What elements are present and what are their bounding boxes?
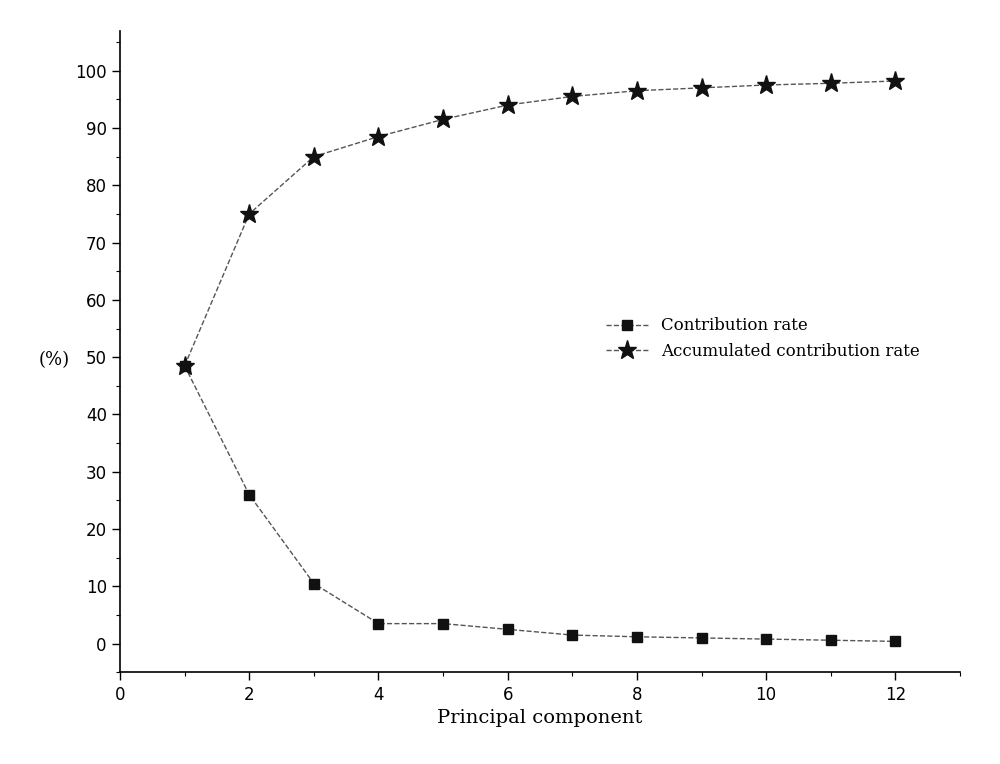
Accumulated contribution rate <box>243 209 255 219</box>
Contribution rate <box>825 636 837 645</box>
Contribution rate <box>502 625 514 634</box>
Accumulated contribution rate <box>760 80 772 89</box>
Contribution rate <box>889 637 901 646</box>
Accumulated contribution rate <box>437 115 449 124</box>
Legend: Contribution rate, Accumulated contribution rate: Contribution rate, Accumulated contribut… <box>599 311 926 367</box>
Contribution rate <box>179 361 191 371</box>
Contribution rate <box>566 630 578 639</box>
Accumulated contribution rate <box>308 152 320 161</box>
Contribution rate <box>372 619 384 628</box>
Accumulated contribution rate <box>696 83 708 92</box>
Contribution rate <box>631 633 643 642</box>
Accumulated contribution rate <box>502 100 514 109</box>
Contribution rate <box>308 579 320 588</box>
Accumulated contribution rate <box>372 132 384 141</box>
Contribution rate <box>243 490 255 500</box>
Accumulated contribution rate <box>631 86 643 96</box>
Contribution rate <box>760 634 772 643</box>
Line: Accumulated contribution rate: Accumulated contribution rate <box>175 71 905 375</box>
Contribution rate <box>696 633 708 643</box>
Contribution rate <box>437 619 449 628</box>
Accumulated contribution rate <box>889 76 901 86</box>
Accumulated contribution rate <box>566 92 578 101</box>
Line: Contribution rate: Contribution rate <box>180 361 900 646</box>
X-axis label: Principal component: Principal component <box>437 709 643 727</box>
Y-axis label: (%): (%) <box>39 351 70 370</box>
Accumulated contribution rate <box>179 361 191 371</box>
Accumulated contribution rate <box>825 79 837 88</box>
